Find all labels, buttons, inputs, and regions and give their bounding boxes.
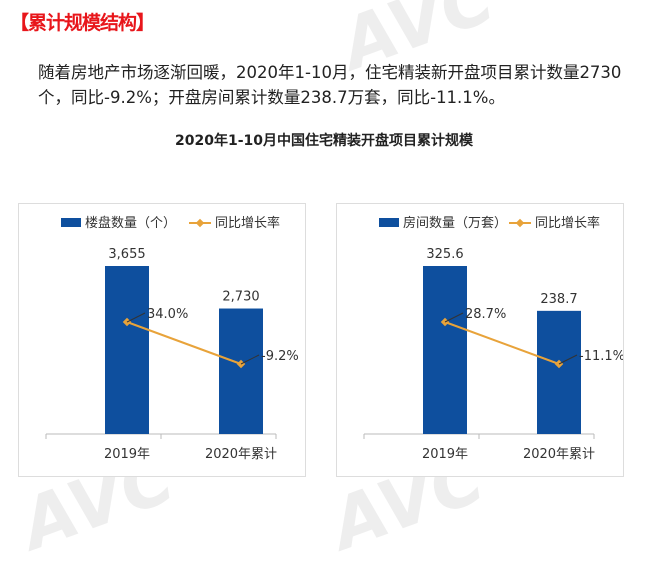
legend-line-label: 同比增长率 bbox=[535, 215, 600, 231]
growth-data-label: -9.2% bbox=[261, 349, 299, 364]
legend-bar-swatch bbox=[61, 218, 81, 227]
growth-data-label: 34.0% bbox=[147, 307, 188, 322]
growth-data-label: -11.1% bbox=[579, 349, 623, 364]
growth-line bbox=[126, 321, 242, 365]
chart-panel-rooms: 房间数量（万套） 同比增长率 325.6 2019年 238.7 2020年累计 28.7%… bbox=[336, 203, 624, 477]
legend-bar-label: 房间数量（万套） bbox=[403, 215, 507, 231]
x-tick-label: 2019年 bbox=[422, 447, 468, 462]
legend-line-marker bbox=[195, 218, 205, 228]
summary-paragraph: 随着房地产市场逐渐回暖，2020年1-10月，住宅精装新开盘项目累计数量2730… bbox=[38, 63, 622, 107]
label-leader bbox=[126, 312, 146, 323]
growth-line bbox=[444, 321, 560, 365]
legend-line-marker bbox=[515, 218, 525, 228]
legend-line-label: 同比增长率 bbox=[215, 215, 280, 231]
bar bbox=[537, 310, 581, 434]
bar bbox=[423, 266, 467, 434]
chart-title: 2020年1-10月中国住宅精装开盘项目累计规模 bbox=[175, 133, 473, 149]
bar bbox=[219, 308, 263, 434]
label-leader bbox=[558, 354, 578, 365]
chart-rooms: 房间数量（万套） 同比增长率 325.6 2019年 238.7 2020年累计 28.7%… bbox=[363, 215, 623, 462]
chart-panel-projects: 楼盘数量（个） 同比增长率 3,655 2019年 2,730 2020年累计 34.0% -… bbox=[18, 203, 306, 477]
bar-data-label: 2,730 bbox=[222, 290, 259, 305]
section-heading: 【累计规模结构】 bbox=[10, 12, 155, 34]
label-leader bbox=[444, 312, 464, 323]
growth-data-label: 28.7% bbox=[465, 307, 506, 322]
x-tick-label: 2019年 bbox=[104, 447, 150, 462]
x-tick-label: 2020年累计 bbox=[205, 447, 277, 462]
label-leader bbox=[240, 354, 260, 365]
legend-bar-swatch bbox=[379, 218, 399, 227]
chart-projects: 楼盘数量（个） 同比增长率 3,655 2019年 2,730 2020年累计 34.0% -… bbox=[45, 215, 299, 462]
x-tick-label: 2020年累计 bbox=[523, 447, 595, 462]
legend-bar-label: 楼盘数量（个） bbox=[85, 215, 176, 231]
bar bbox=[105, 266, 149, 434]
bar-data-label: 238.7 bbox=[540, 292, 577, 307]
bar-data-label: 3,655 bbox=[108, 247, 145, 262]
bar-data-label: 325.6 bbox=[426, 247, 463, 262]
